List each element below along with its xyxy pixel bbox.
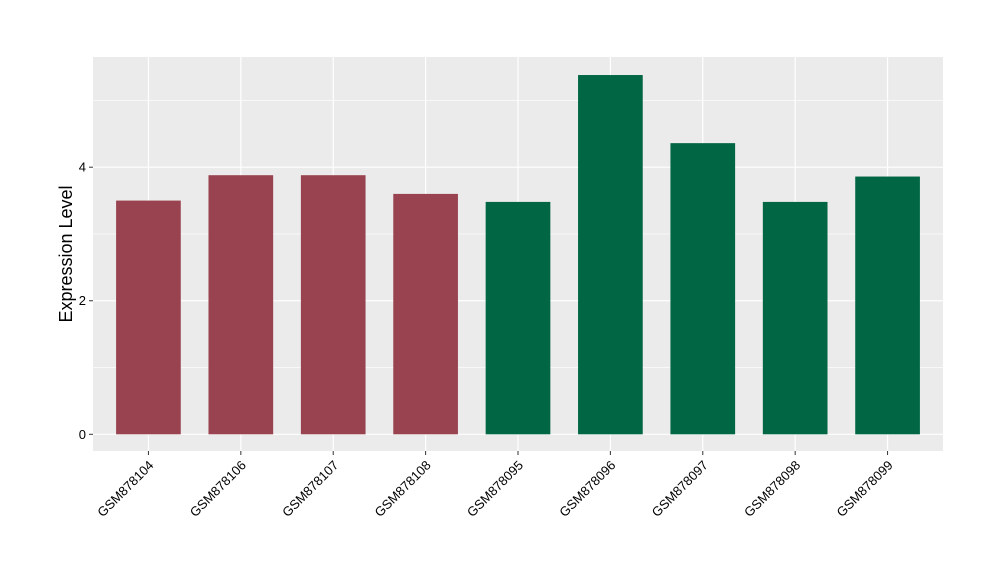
bar-GSM878099	[855, 176, 920, 435]
x-tick-label: GSM878095	[464, 458, 526, 520]
x-tick-label: GSM878096	[556, 458, 618, 520]
bar-GSM878107	[300, 175, 366, 435]
bar-GSM878098	[762, 201, 828, 435]
y-tick-label: 4	[79, 160, 86, 175]
bar-GSM878097	[670, 143, 736, 435]
x-tick-label: GSM878098	[741, 458, 803, 520]
x-tick-label: GSM878099	[833, 458, 895, 520]
x-tick-label: GSM878097	[649, 458, 711, 520]
bar-GSM878106	[208, 175, 274, 435]
y-axis-title: Expression Level	[56, 185, 76, 322]
x-tick-label: GSM878107	[279, 458, 341, 520]
bar-GSM878104	[116, 200, 181, 435]
x-tick-label: GSM878106	[187, 458, 249, 520]
bar-GSM878095	[485, 201, 551, 435]
y-axis: 0 2 4	[79, 160, 93, 442]
y-tick-label: 2	[79, 293, 86, 308]
x-tick-label: GSM878104	[94, 458, 156, 520]
x-tick-label: GSM878108	[372, 458, 434, 520]
y-tick-label: 0	[79, 427, 86, 442]
bar-GSM878096	[578, 75, 643, 435]
bars-group	[116, 75, 920, 435]
bar-GSM878108	[393, 193, 458, 435]
x-axis: GSM878104 GSM878106 GSM878107 GSM878108 GSM8…	[94, 451, 896, 520]
